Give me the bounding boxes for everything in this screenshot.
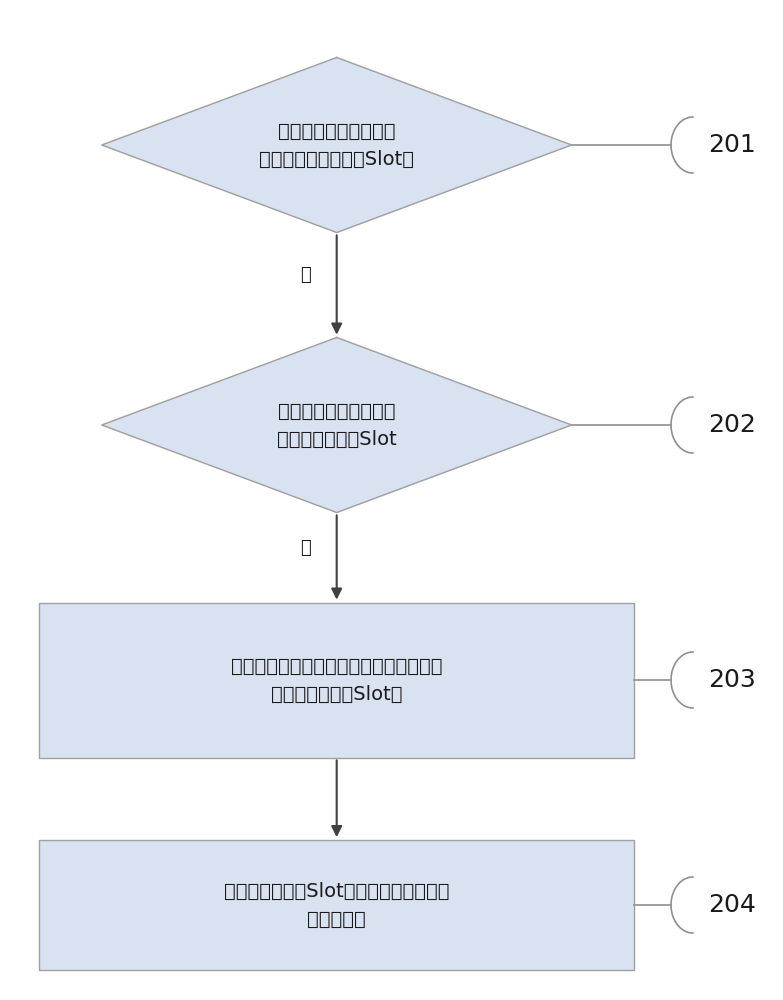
FancyBboxPatch shape bbox=[39, 840, 634, 970]
Text: 203: 203 bbox=[709, 668, 756, 692]
Polygon shape bbox=[102, 57, 572, 232]
Text: 201: 201 bbox=[709, 133, 756, 157]
Text: 是: 是 bbox=[300, 538, 311, 556]
Polygon shape bbox=[102, 338, 572, 513]
Text: 否: 否 bbox=[300, 266, 311, 284]
Text: 将所述子存储空Slot的状态标识更新为非
空状态标识: 将所述子存储空Slot的状态标识更新为非 空状态标识 bbox=[224, 882, 449, 928]
FancyBboxPatch shape bbox=[39, 602, 634, 758]
Text: 将所述目标子映射表添加至所述为空状态
标识的子存储空Slot中: 将所述目标子映射表添加至所述为空状态 标识的子存储空Slot中 bbox=[231, 656, 442, 704]
Text: 202: 202 bbox=[709, 413, 756, 437]
Text: 判断目标子映射表是否
存在于所述子存储空Slot中: 判断目标子映射表是否 存在于所述子存储空Slot中 bbox=[259, 121, 414, 168]
Text: 204: 204 bbox=[709, 893, 756, 917]
Text: 判断是否存在为空状态
标识的子存储空Slot: 判断是否存在为空状态 标识的子存储空Slot bbox=[277, 401, 396, 448]
